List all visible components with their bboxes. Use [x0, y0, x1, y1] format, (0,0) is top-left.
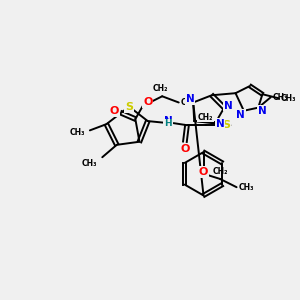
- Text: CH₃: CH₃: [181, 98, 196, 107]
- Text: CH₂: CH₂: [152, 84, 168, 93]
- Text: N: N: [164, 116, 173, 126]
- Text: O: O: [110, 106, 119, 116]
- Text: CH₃: CH₃: [281, 94, 296, 103]
- Text: CH₂: CH₂: [198, 113, 213, 122]
- Text: O: O: [180, 144, 190, 154]
- Text: CH₂: CH₂: [212, 167, 228, 176]
- Text: CH₃: CH₃: [69, 128, 85, 137]
- Text: N: N: [224, 100, 233, 111]
- Text: H: H: [165, 119, 172, 128]
- Text: O: O: [143, 98, 152, 107]
- Text: S: S: [125, 102, 133, 112]
- Text: O: O: [199, 167, 208, 177]
- Text: CH₃: CH₃: [82, 159, 97, 168]
- Text: S: S: [222, 120, 230, 130]
- Text: CH₃: CH₃: [273, 93, 288, 102]
- Text: N: N: [236, 110, 245, 120]
- Text: N: N: [258, 106, 267, 116]
- Text: N: N: [216, 119, 224, 129]
- Text: N: N: [186, 94, 194, 104]
- Text: CH₃: CH₃: [238, 183, 254, 192]
